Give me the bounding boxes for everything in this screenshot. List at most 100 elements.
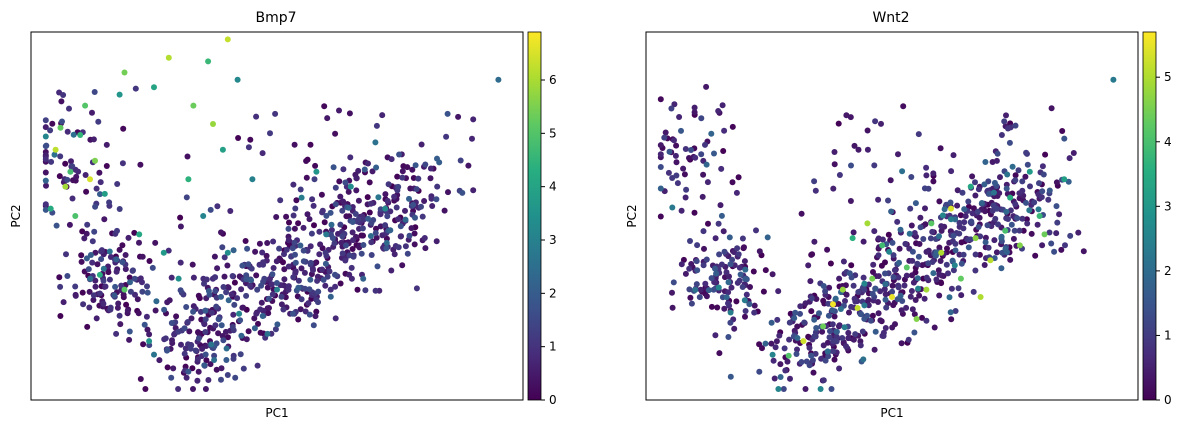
scatter-point [350,237,356,244]
scatter-point [52,146,59,153]
scatter-point [79,289,86,296]
scatter-point [89,109,95,116]
chart-title: Bmp7 [255,10,296,26]
scatter-point [1062,242,1068,249]
scatter-point [807,278,814,285]
scatter-point [769,271,776,278]
scatter-point [859,328,866,335]
scatter-point [428,195,435,202]
scatter-point [820,297,827,304]
scatter-point [998,132,1005,138]
scatter-point [312,313,319,320]
scatter-point [760,288,767,295]
scatter-point [840,258,847,265]
scatter-point [320,276,327,283]
scatter-point [360,216,367,223]
scatter-point [56,173,63,180]
scatter-point [144,326,151,333]
scatter-point [865,302,872,309]
scatter-point [305,300,312,307]
scatter-point [877,317,884,324]
scatter-point [297,306,304,313]
scatter-point [725,289,732,296]
scatter-point [909,272,915,279]
scatter-point [234,76,241,83]
scatter-point [950,267,957,274]
scatter-point [402,243,409,250]
scatter-point [700,228,707,235]
colorbar-tick-label: 3 [549,233,557,247]
scatter-point [215,330,222,337]
scatter-point [921,185,928,192]
scatter-point [889,294,895,300]
scatter-point [952,308,959,314]
scatter-point [861,280,868,287]
scatter-point [187,345,194,352]
scatter-point [274,321,281,328]
scatter-point [727,319,734,326]
scatter-point [94,261,101,268]
scatter-point [382,222,389,229]
scatter-point [96,290,103,297]
scatter-point [256,240,263,247]
scatter-point [798,359,805,365]
scatter-point [134,296,141,303]
scatter-point [721,127,728,134]
scatter-point [57,124,64,131]
scatter-point [694,267,701,274]
scatter-point [801,319,808,326]
scatter-point [851,142,858,149]
scatter-point [269,271,276,278]
scatter-point [671,137,677,144]
scatter-point [90,297,97,303]
scatter-point [240,365,247,372]
scatter-point [805,262,812,269]
scatter-point [224,262,231,269]
scatter-point [66,221,73,228]
scatter-point [270,238,277,245]
scatter-point [340,198,347,205]
scatter-point [1004,249,1010,256]
scatter-point [82,172,89,178]
scatter-point [257,329,264,336]
scatter-point [961,219,968,226]
scatter-point [337,280,344,287]
scatter-point [954,202,961,209]
scatter-point [700,171,707,178]
scatter-point [704,179,711,186]
scatter-point [105,269,112,276]
scatter-point [73,173,80,180]
scatter-point [965,244,972,251]
scatter-point [367,233,374,239]
scatter-point [224,249,231,256]
scatter-point [77,132,84,138]
scatter-point [855,289,862,295]
colorbar-tick-label: 2 [1164,264,1172,278]
scatter-point [785,352,792,359]
scatter-point [245,261,252,268]
scatter-point [170,365,177,372]
scatter-point [890,274,897,281]
scatter-point [221,254,228,261]
scatter-point [345,188,352,195]
scatter-point [1048,105,1055,112]
scatter-point [245,144,252,151]
scatter-point [146,338,153,345]
scatter-point [244,245,251,252]
scatter-point [254,286,261,293]
scatter-point [368,220,375,226]
scatter-point [195,368,202,375]
scatter-point [42,201,49,208]
scatter-point [909,248,916,255]
scatter-point [670,279,677,286]
scatter-point [858,311,865,318]
scatter-point [90,292,97,299]
scatter-point [947,199,954,206]
scatter-point [1002,227,1009,234]
scatter-point [882,296,889,303]
scatter-point [800,338,807,345]
scatter-point [751,309,758,316]
scatter-point [112,283,119,290]
scatter-point [949,257,956,264]
scatter-point [42,156,49,163]
